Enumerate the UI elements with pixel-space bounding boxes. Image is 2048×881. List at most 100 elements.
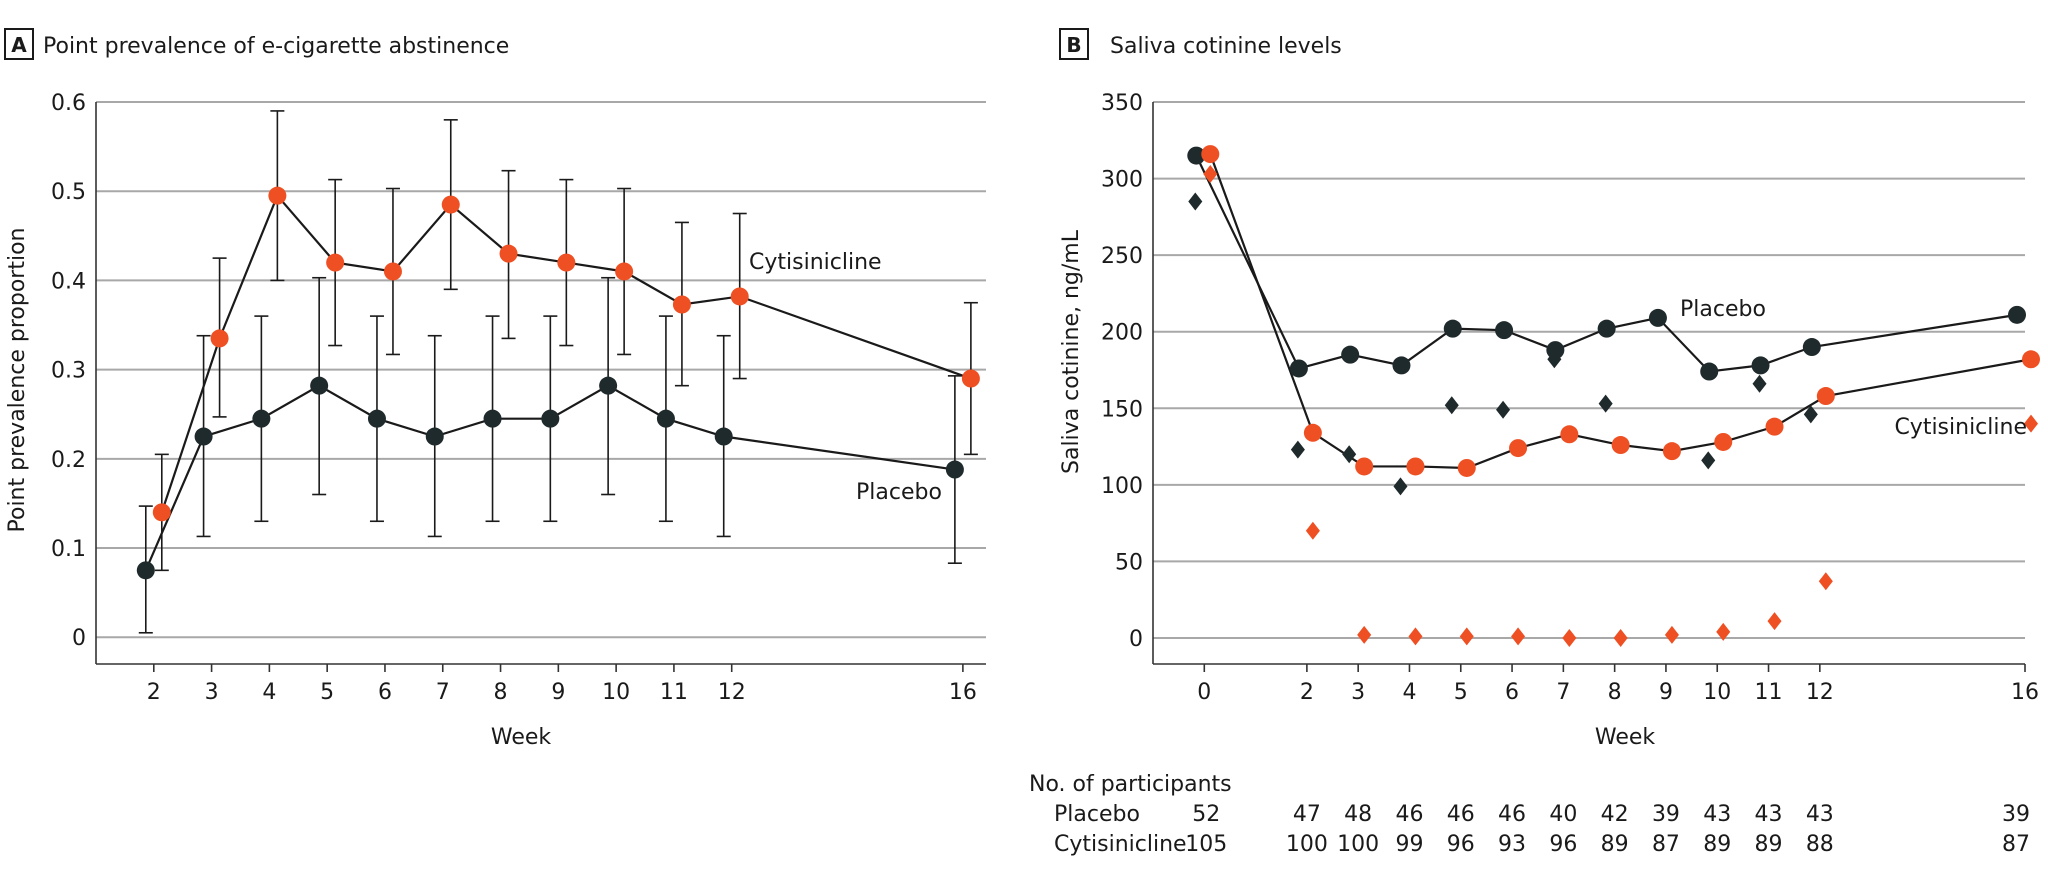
- panel-a-y-tick-label: 0.4: [51, 269, 86, 294]
- panel-b-x-tick-label: 2: [1300, 680, 1314, 705]
- panel-b-placebo-circle-point: [1289, 359, 1308, 378]
- panel-a-placebo-point: [367, 409, 386, 428]
- panel-a-cytisinicline-point: [152, 503, 171, 522]
- panel-b-cytisinicline-circle-point: [1201, 145, 1220, 164]
- panel-b-x-tick-label: 8: [1608, 680, 1622, 705]
- panel-b-placebo-circle-point: [1597, 319, 1616, 338]
- participants-count-placebo: 39: [2002, 802, 2030, 827]
- panel-a-cytisinicline-point: [730, 287, 749, 306]
- participants-count-cytisinicline: 89: [1601, 832, 1629, 857]
- panel-b-x-axis-label: Week: [1595, 725, 1656, 750]
- panel-b-cytisinicline-diamond-point: [1664, 625, 1679, 644]
- panel-b-cytisinicline-diamond-point: [1203, 164, 1218, 183]
- panel-b-placebo-diamond-point: [1342, 445, 1357, 464]
- panel-b-placebo-diamond-point: [1547, 350, 1562, 369]
- panel-b-x-tick-label: 3: [1351, 680, 1365, 705]
- panel-b-placebo-diamond-point: [1444, 396, 1459, 415]
- panel-a-y-tick-label: 0.3: [51, 359, 86, 384]
- panel-a-x-tick-label: 11: [660, 680, 688, 705]
- panel-a-placebo-point: [483, 409, 502, 428]
- panel-b-cytisinicline-annotation: Cytisinicline: [1894, 415, 2027, 440]
- panel-b-cytisinicline-circle-point: [1765, 417, 1784, 436]
- panel-b-letter-box: [1059, 28, 1089, 60]
- panel-b-y-tick-label: 250: [1101, 244, 1143, 269]
- panel-b-placebo-circle-point: [1443, 319, 1462, 338]
- panel-a-cytisinicline-point: [210, 329, 229, 348]
- panel-a-cytisinicline-line: [160, 193, 972, 513]
- participants-count-cytisinicline: 88: [1806, 832, 1834, 857]
- participants-count-placebo: 42: [1601, 802, 1629, 827]
- panel-b-y-tick-label: 200: [1101, 321, 1143, 346]
- panel-b-x-tick-label: 9: [1659, 680, 1673, 705]
- panel-b-placebo-diamond-point: [1496, 400, 1511, 419]
- panel-b-cytisinicline-circle-point: [1355, 457, 1374, 476]
- panel-b-cytisinicline-circle-point: [1303, 423, 1322, 442]
- panel-b-y-tick-label: 100: [1101, 474, 1143, 499]
- panel-b-cytisinicline-circle-point: [1509, 439, 1528, 458]
- panel-b-cytisinicline-circle-point: [2022, 350, 2040, 369]
- panel-b-placebo-diamond-point: [1803, 405, 1818, 424]
- panel-b-placebo-diamond-point: [1752, 374, 1767, 393]
- participants-count-cytisinicline: 96: [1549, 832, 1577, 857]
- panel-b-cytisinicline-circle-point: [1457, 458, 1476, 477]
- panel-a-x-tick-label: 2: [147, 680, 161, 705]
- panel-a-x-tick-label: 10: [602, 680, 630, 705]
- participants-count-cytisinicline: 89: [1703, 832, 1731, 857]
- panel-b-x-tick-label: 6: [1505, 680, 1519, 705]
- panel-b-placebo-circle-point: [1341, 345, 1360, 364]
- panel-a-cytisinicline-point: [961, 369, 980, 388]
- panel-b-y-tick-label: 50: [1115, 550, 1143, 575]
- panel-a-placebo-point: [136, 561, 155, 580]
- panel-b-placebo-circle-point: [1802, 338, 1821, 357]
- panel-a-y-tick-label: 0: [72, 626, 86, 651]
- panel-a-y-tick-label: 0.6: [51, 91, 86, 116]
- panel-b-placebo-circle-point: [1751, 356, 1770, 375]
- participants-count-placebo: 46: [1498, 802, 1526, 827]
- participants-count-cytisinicline: 93: [1498, 832, 1526, 857]
- panel-b-cytisinicline-circle-point: [1560, 425, 1579, 444]
- panel-b-cytisinicline-diamond-point: [1459, 627, 1474, 646]
- panel-b-cytisinicline-circle-point: [1662, 442, 1681, 461]
- panel-b-letter: B: [1066, 33, 1081, 57]
- panel-b-cytisinicline-diamond-point: [1818, 572, 1833, 591]
- panel-b-placebo-circle-point: [1546, 341, 1565, 360]
- panel-b-y-tick-label: 150: [1101, 397, 1143, 422]
- panel-a: A Point prevalence of e-cigarette abstin…: [4, 28, 986, 750]
- panel-a-y-tick-label: 0.5: [51, 180, 86, 205]
- panel-a-placebo-point: [425, 427, 444, 446]
- participants-count-placebo: 40: [1549, 802, 1577, 827]
- panel-b-placebo-circle-line: [1195, 155, 2018, 373]
- panel-a-placebo-point: [194, 427, 213, 446]
- panel-a-placebo-point: [252, 409, 271, 428]
- panel-b-y-tick-label: 0: [1129, 627, 1143, 652]
- panel-b-cytisinicline-diamond-point: [2023, 414, 2039, 433]
- panel-b-cytisinicline-circle-point: [1714, 432, 1733, 451]
- participants-count-cytisinicline: 99: [1395, 832, 1423, 857]
- panel-b-placebo-circle-point: [1495, 321, 1514, 340]
- panel-b: B Saliva cotinine levels 050100150200250…: [1059, 28, 2040, 750]
- panel-b-placebo-diamond-point: [1701, 451, 1716, 470]
- participants-count-placebo: 52: [1192, 802, 1220, 827]
- panel-a-x-tick-label: 4: [262, 680, 276, 705]
- panel-a-y-tick-label: 0.1: [51, 537, 86, 562]
- panel-b-cytisinicline-circle-point: [1816, 387, 1835, 406]
- panel-a-cytisinicline-point: [326, 253, 345, 272]
- panel-b-cytisinicline-diamond-point: [1511, 627, 1526, 646]
- panel-a-placebo-point: [656, 409, 675, 428]
- panel-a-placebo-line: [144, 384, 956, 571]
- participants-count-cytisinicline: 87: [2002, 832, 2030, 857]
- participants-count-placebo: 48: [1344, 802, 1372, 827]
- participants-count-cytisinicline: 100: [1286, 832, 1328, 857]
- panel-a-x-tick-label: 8: [494, 680, 508, 705]
- panel-b-cytisinicline-circle-point: [1406, 457, 1425, 476]
- panel-a-cytisinicline-point: [672, 295, 691, 314]
- participants-count-placebo: 39: [1652, 802, 1680, 827]
- panel-b-placebo-circle-point: [2008, 305, 2026, 324]
- panel-b-cytisinicline-diamond-point: [1613, 628, 1628, 647]
- panel-b-x-tick-label: 12: [1806, 680, 1834, 705]
- participants-table: No. of participants Placebo Cytisiniclin…: [1029, 772, 2030, 857]
- panel-b-cytisinicline-diamond-point: [1408, 627, 1423, 646]
- panel-a-cytisinicline-point: [383, 262, 402, 281]
- participants-count-placebo: 46: [1447, 802, 1475, 827]
